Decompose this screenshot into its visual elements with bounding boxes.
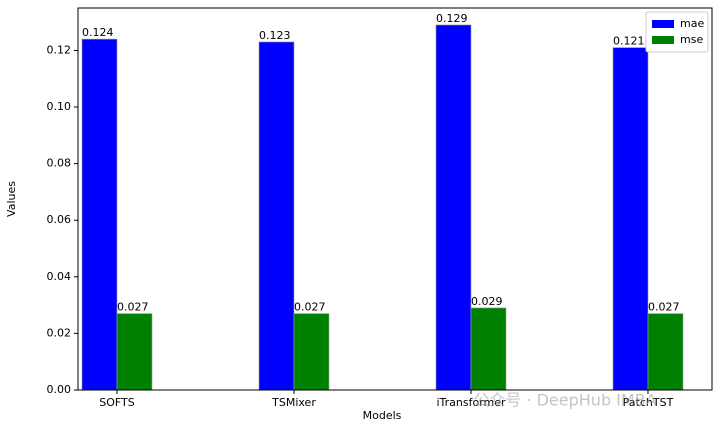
x-tick-label: TSMixer [271, 396, 316, 409]
value-label: 0.121 [613, 35, 645, 48]
watermark: 公众号 · DeepHub IMBA [473, 391, 656, 410]
y-tick-label: 0.12 [47, 43, 72, 56]
value-label: 0.027 [294, 301, 326, 314]
bar [293, 313, 330, 391]
value-label: 0.123 [259, 29, 291, 42]
y-tick-label: 0.04 [47, 270, 72, 283]
bar [435, 24, 472, 391]
bar [470, 307, 507, 391]
legend-swatch [652, 20, 674, 28]
y-tick-label: 0.10 [47, 100, 72, 113]
x-axis-label: Models [363, 409, 402, 422]
bar [116, 313, 153, 391]
x-tick-label: iTransformer [436, 396, 506, 409]
bar [81, 38, 118, 391]
value-label: 0.029 [471, 295, 503, 308]
y-axis-label: Values [5, 181, 18, 217]
y-tick-label: 0.08 [47, 157, 72, 170]
bar [647, 313, 684, 391]
value-label: 0.027 [117, 301, 149, 314]
value-label: 0.124 [82, 26, 114, 39]
x-tick-label: SOFTS [99, 396, 134, 409]
legend-label: mae [680, 17, 704, 30]
y-tick-label: 0.00 [47, 383, 72, 396]
y-tick-label: 0.02 [47, 326, 72, 339]
bar [612, 47, 649, 391]
value-label: 0.129 [436, 12, 468, 25]
y-tick-label: 0.06 [47, 213, 72, 226]
legend-label: mse [680, 33, 703, 46]
x-tick-label: PatchTST [623, 396, 674, 409]
legend-swatch [652, 36, 674, 44]
plot-frame [77, 7, 713, 391]
value-label: 0.027 [648, 301, 680, 314]
bar [258, 41, 295, 391]
